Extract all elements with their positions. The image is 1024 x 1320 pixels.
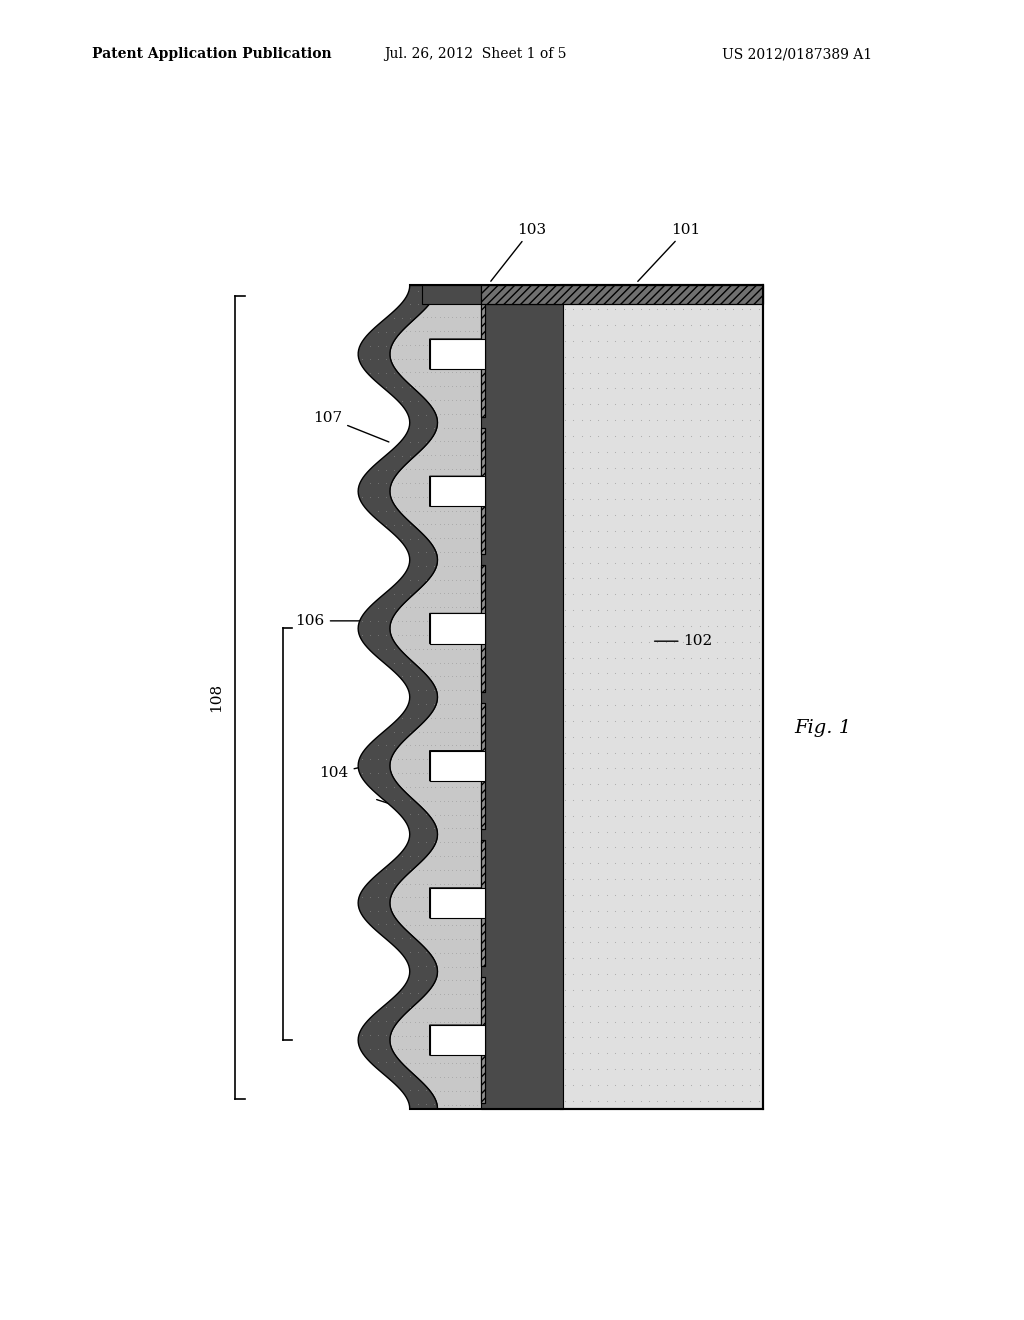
Bar [430, 477, 485, 507]
Bar [430, 1026, 485, 1055]
Text: 104: 104 [319, 748, 442, 780]
Bar [481, 428, 485, 554]
Text: Jul. 26, 2012  Sheet 1 of 5: Jul. 26, 2012 Sheet 1 of 5 [384, 48, 566, 61]
Bar [481, 285, 763, 304]
Bar [481, 285, 563, 1109]
Polygon shape [390, 285, 485, 1109]
Text: 101: 101 [638, 223, 700, 281]
Bar [481, 290, 485, 417]
Bar [430, 888, 485, 917]
Bar [481, 565, 485, 692]
Bar [481, 565, 485, 692]
Text: Patent Application Publication: Patent Application Publication [92, 48, 332, 61]
Bar [481, 977, 485, 1104]
Text: 108: 108 [209, 682, 223, 711]
Bar [481, 290, 485, 417]
Bar [481, 840, 485, 966]
Bar [481, 285, 763, 304]
Bar [430, 751, 485, 781]
Text: 106: 106 [296, 614, 419, 628]
Text: 102: 102 [654, 634, 713, 648]
Bar [481, 977, 485, 1104]
Bar [481, 702, 485, 829]
Bar [481, 840, 485, 966]
Text: Fig. 1: Fig. 1 [795, 718, 852, 737]
Bar [430, 339, 485, 370]
Bar [422, 285, 563, 304]
Bar [560, 285, 763, 1109]
Text: 103: 103 [490, 223, 546, 281]
Bar [481, 428, 485, 554]
Bar [430, 614, 485, 644]
Text: 107: 107 [313, 411, 389, 442]
Text: US 2012/0187389 A1: US 2012/0187389 A1 [722, 48, 872, 61]
Polygon shape [358, 285, 437, 1109]
Bar [481, 702, 485, 829]
